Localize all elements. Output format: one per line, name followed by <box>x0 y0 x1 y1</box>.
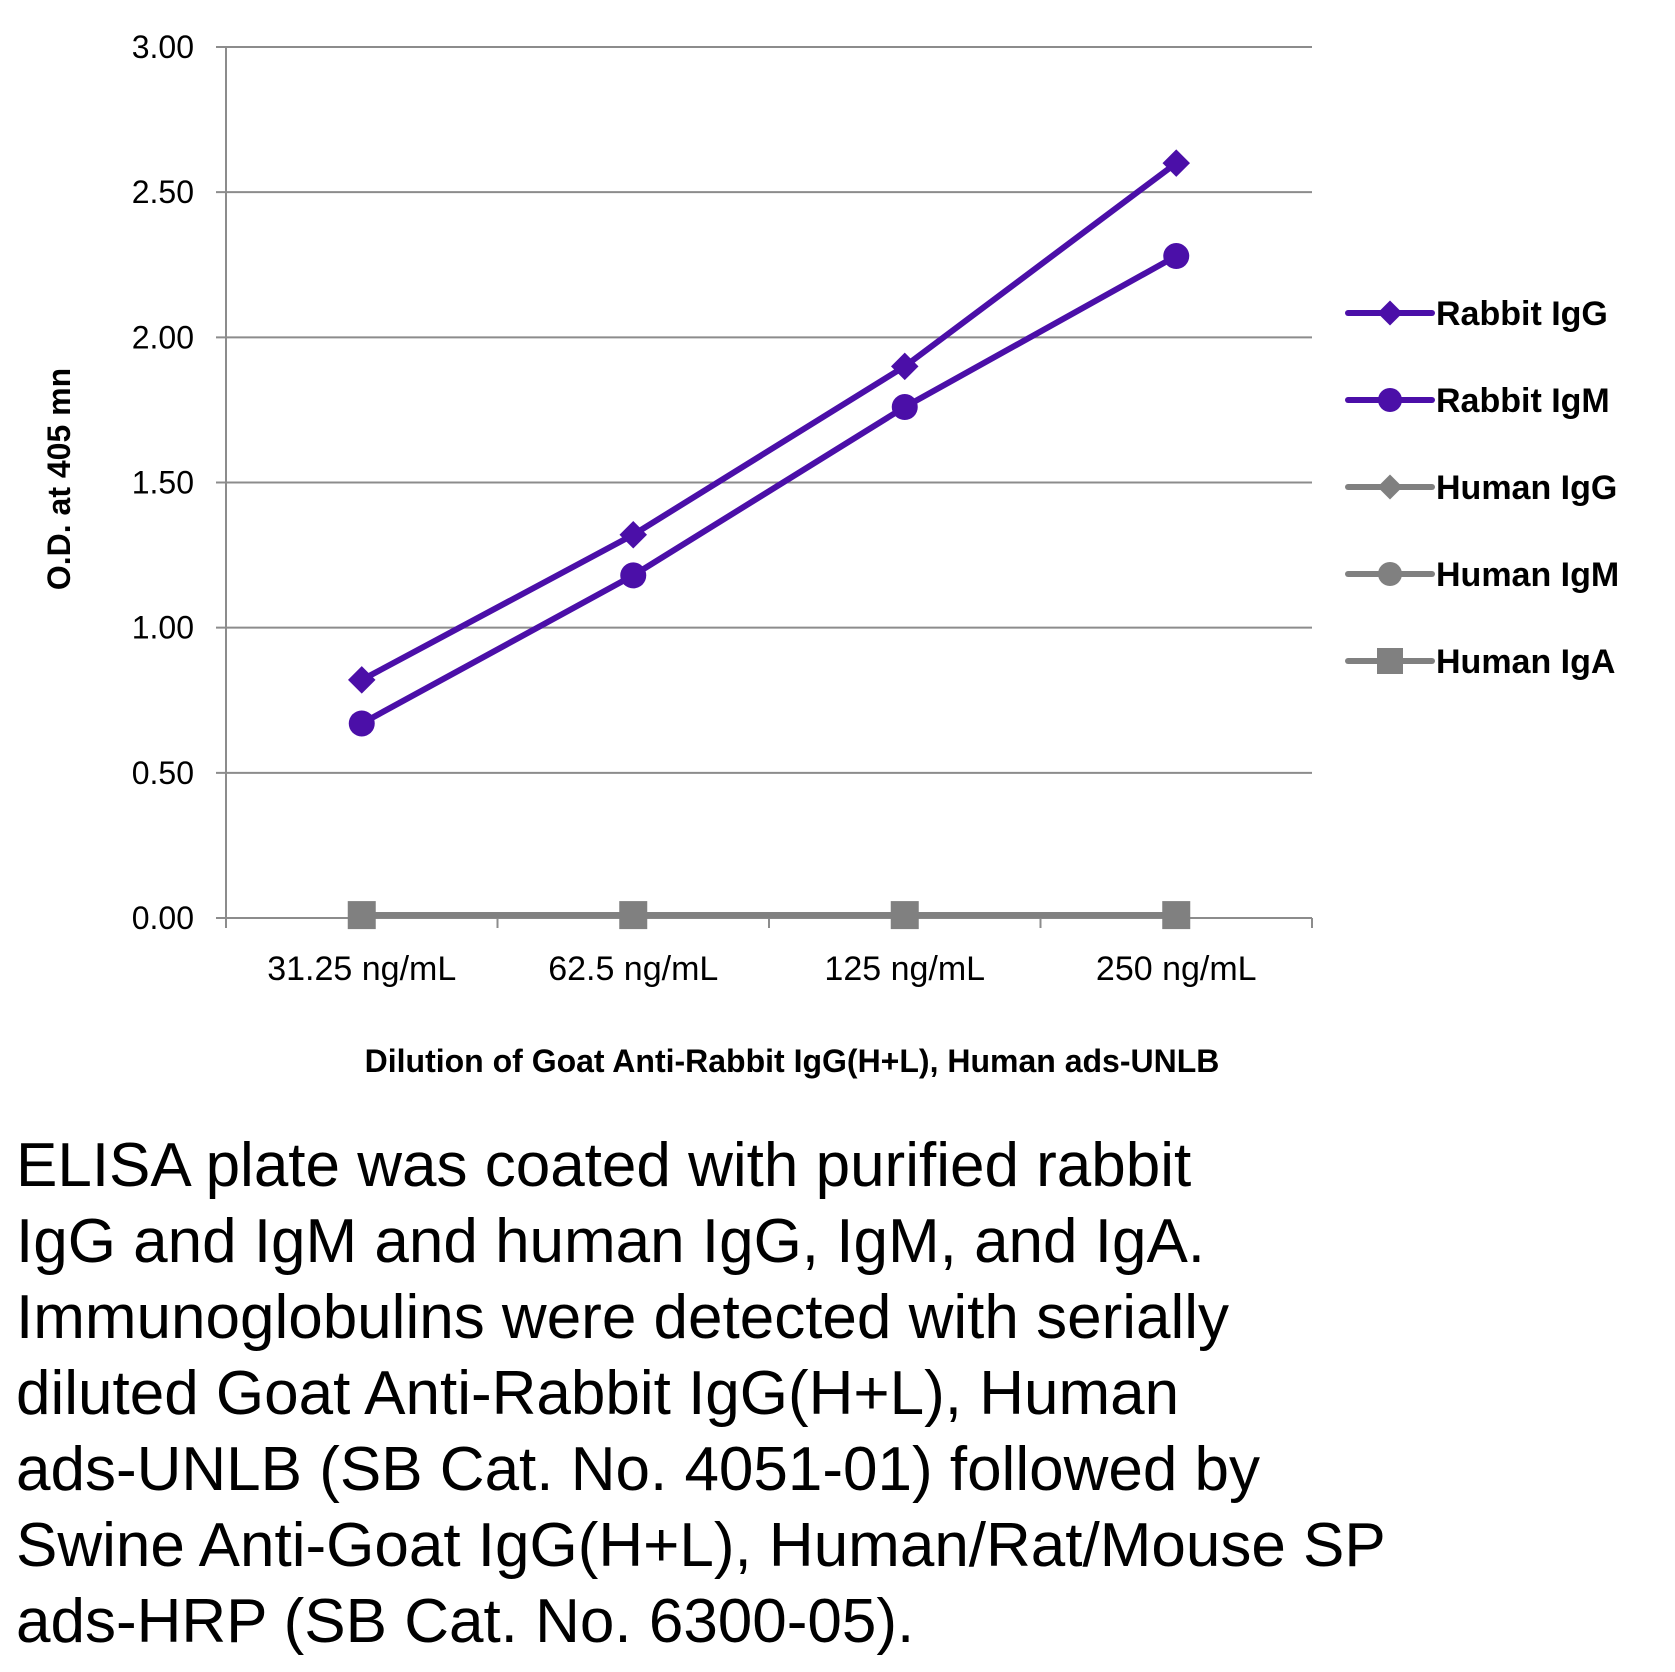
legend-label: Human IgG <box>1436 469 1617 507</box>
series-line <box>360 253 1178 727</box>
data-point <box>619 521 647 549</box>
legend-item-human-iga[interactable]: Human IgA <box>1345 643 1615 681</box>
data-point <box>891 352 919 381</box>
legend-marker <box>1377 648 1403 674</box>
legend-item-rabbit-igg[interactable]: Rabbit IgG <box>1345 295 1608 333</box>
legend-marker <box>1378 388 1402 412</box>
y-tick-labels: 0.00 0.50 1.00 1.50 2.00 2.50 3.00 <box>132 29 194 936</box>
data-point <box>348 666 376 694</box>
caption-line: Swine Anti-Goat IgG(H+L), Human/Rat/Mous… <box>16 1511 1386 1580</box>
data-point <box>1162 149 1190 177</box>
caption-line: ELISA plate was coated with purified rab… <box>16 1131 1192 1200</box>
legend[interactable]: Rabbit IgG Rabbit IgM Human IgG Human IgM Hu… <box>1345 295 1619 681</box>
legend-item-human-igg[interactable]: Human IgG <box>1345 469 1617 507</box>
series-rabbit-igm <box>348 243 1190 737</box>
elisa-line-chart: 0.00 0.50 1.00 1.50 2.00 2.50 3.00 31.25 ng/mL… <box>41 29 1619 1079</box>
legend-marker <box>1377 474 1403 500</box>
y-tick-label: 1.00 <box>132 610 194 646</box>
series-human-igg <box>348 901 1190 929</box>
y-axis-title: O.D. at 405 mn <box>41 368 77 590</box>
axes <box>216 47 1313 928</box>
legend-label: Human IgA <box>1436 643 1615 681</box>
y-tick-label: 0.50 <box>132 755 194 791</box>
caption-line: ads-HRP (SB Cat. No. 6300-05). <box>16 1587 915 1656</box>
y-tick-label: 1.50 <box>132 465 194 501</box>
x-tick-label: 125 ng/mL <box>824 950 985 988</box>
caption-line: diluted Goat Anti-Rabbit IgG(H+L), Human <box>16 1359 1180 1428</box>
data-point <box>348 710 375 737</box>
caption-line: ads-UNLB (SB Cat. No. 4051-01) followed … <box>16 1435 1261 1504</box>
data-point <box>1162 901 1190 929</box>
y-tick-label: 0.00 <box>132 900 194 936</box>
x-tick-label: 250 ng/mL <box>1096 950 1257 988</box>
x-tick-labels: 31.25 ng/mL 62.5 ng/mL 125 ng/mL 250 ng/mL <box>267 950 1256 988</box>
data-point <box>620 562 647 589</box>
legend-item-human-igm[interactable]: Human IgM <box>1345 556 1619 594</box>
data-point <box>619 901 647 929</box>
legend-label: Rabbit IgM <box>1436 382 1610 420</box>
x-tick-label: 62.5 ng/mL <box>548 950 718 988</box>
legend-marker <box>1377 300 1403 326</box>
data-point <box>891 394 918 421</box>
legend-label: Rabbit IgG <box>1436 295 1608 333</box>
data-point <box>1163 243 1190 270</box>
data-point <box>348 901 376 929</box>
legend-marker <box>1378 562 1402 586</box>
series-rabbit-igg <box>348 149 1190 694</box>
legend-item-rabbit-igm[interactable]: Rabbit IgM <box>1345 382 1610 420</box>
gridlines <box>216 46 1312 774</box>
legend-label: Human IgM <box>1436 556 1619 594</box>
caption-line: Immunoglobulins were detected with seria… <box>16 1283 1230 1352</box>
y-tick-label: 2.50 <box>132 174 194 210</box>
y-tick-label: 3.00 <box>132 29 194 65</box>
figure-caption: ELISA plate was coated with purified rab… <box>16 1128 1656 1660</box>
x-tick-label: 31.25 ng/mL <box>267 950 456 988</box>
data-point <box>891 901 919 929</box>
series-line <box>360 160 1179 683</box>
series-group <box>347 149 1191 930</box>
x-axis-title: Dilution of Goat Anti-Rabbit IgG(H+L), H… <box>365 1043 1220 1079</box>
y-tick-label: 2.00 <box>132 319 194 355</box>
caption-line: IgG and IgM and human IgG, IgM, and IgA. <box>16 1207 1206 1276</box>
